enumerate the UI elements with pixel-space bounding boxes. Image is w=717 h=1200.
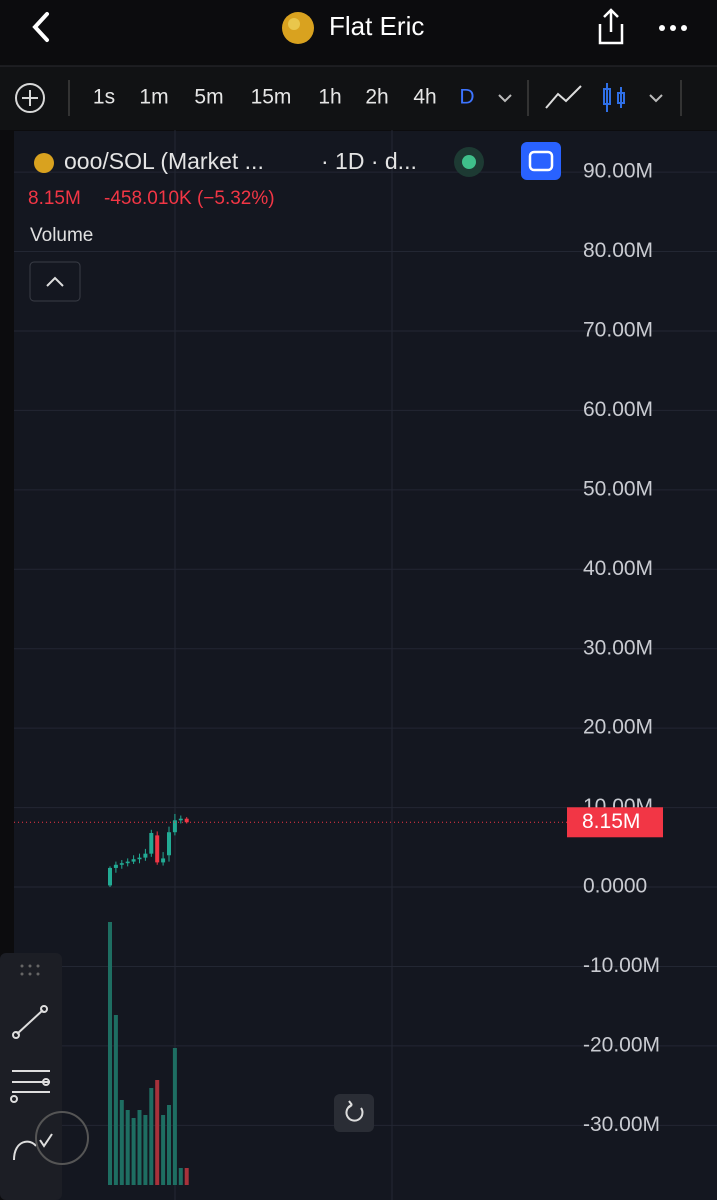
chart-pane <box>14 131 717 1200</box>
volume-bar <box>184 1168 189 1185</box>
legend-change: -458.010K (−5.32%) <box>104 188 275 209</box>
more-button[interactable] <box>659 25 687 31</box>
y-tick-label: -20.00M <box>583 1033 660 1056</box>
volume-bar <box>119 1100 124 1185</box>
candle-body <box>131 859 136 862</box>
y-tick-label: 90.00M <box>583 160 653 183</box>
brush-tool[interactable] <box>13 1133 53 1161</box>
fib-tool[interactable] <box>10 1070 50 1103</box>
candle-body <box>143 853 148 858</box>
timeframe-button[interactable]: 4h <box>413 86 436 109</box>
timeframe-button[interactable]: 2h <box>365 86 388 109</box>
back-button[interactable] <box>32 12 49 42</box>
volume-bar <box>143 1115 148 1185</box>
candle-body <box>184 818 189 823</box>
candle-body <box>108 867 112 886</box>
y-tick-label: 50.00M <box>583 477 653 500</box>
timeframe-button[interactable]: 1m <box>139 86 168 109</box>
collapse-button[interactable] <box>29 261 81 302</box>
timeframe-button[interactable]: 1h <box>318 86 341 109</box>
y-tick-label: -30.00M <box>583 1113 660 1136</box>
candle-body <box>149 833 154 854</box>
symbol-name[interactable]: ooo/SOL (Market ... <box>64 148 264 174</box>
timeframe-button[interactable]: 1s <box>93 86 115 109</box>
volume-bar <box>137 1110 142 1185</box>
collapse-icon <box>46 276 64 287</box>
status-dot <box>462 155 476 169</box>
indicator-name: Volume <box>30 225 93 246</box>
y-tick-label: 80.00M <box>583 239 653 262</box>
drawing-toolbar <box>0 953 62 1200</box>
legend-price: 8.15M <box>28 188 81 209</box>
page-title: Flat Eric <box>329 11 424 41</box>
volume-bar <box>149 1088 154 1185</box>
trend-line-tool[interactable] <box>12 1005 48 1039</box>
symbol-interval: · 1D · d... <box>321 148 417 174</box>
logo-button[interactable] <box>35 1111 89 1165</box>
fullscreen-icon <box>528 150 554 172</box>
add-button[interactable] <box>15 83 45 113</box>
timeframe-button[interactable]: 5m <box>194 86 223 109</box>
timeframe-button[interactable]: D <box>459 86 474 109</box>
candle-body <box>125 861 130 864</box>
timeframe-button[interactable]: 15m <box>251 86 292 109</box>
toolbar-bg <box>0 66 717 130</box>
drag-handle <box>20 964 40 976</box>
avatar-detail <box>288 18 300 30</box>
volume-bar <box>178 1168 183 1185</box>
candle-body <box>167 832 171 856</box>
y-tick-label: -10.00M <box>583 954 660 977</box>
volume-bar <box>125 1110 130 1185</box>
chart-type-dropdown[interactable] <box>649 94 663 103</box>
line-chart-button[interactable] <box>545 85 582 109</box>
fullscreen-button[interactable] <box>521 142 561 180</box>
volume-bar <box>113 1015 118 1185</box>
candle-body <box>178 818 183 821</box>
volume-bar <box>108 922 112 1185</box>
share-button[interactable] <box>598 8 624 45</box>
header-bg <box>0 0 717 66</box>
candle-body <box>155 835 160 863</box>
volume-bar <box>131 1118 136 1185</box>
symbol-icon <box>34 153 54 173</box>
reset-icon <box>345 1100 364 1122</box>
y-tick-label: 0.0000 <box>583 875 647 898</box>
price-tag-label: 8.15M <box>582 810 640 833</box>
volume-bar <box>161 1115 166 1185</box>
y-tick-label: 40.00M <box>583 557 653 580</box>
price-tag <box>567 807 663 838</box>
y-tick-label: 30.00M <box>583 636 653 659</box>
y-tick-label: 20.00M <box>583 716 653 739</box>
candle-body <box>161 858 166 863</box>
volume-bar <box>172 1048 177 1185</box>
volume-bar <box>155 1080 160 1185</box>
reset-button[interactable] <box>334 1094 374 1132</box>
candle-body <box>172 820 177 833</box>
timeframe-dropdown[interactable] <box>498 94 512 103</box>
candle-body <box>137 857 142 860</box>
volume-bar <box>167 1105 171 1185</box>
candle-chart-button[interactable] <box>603 83 625 112</box>
candle-body <box>119 863 124 865</box>
y-tick-label: 70.00M <box>583 319 653 342</box>
candle-body <box>113 864 118 868</box>
y-tick-label: 60.00M <box>583 398 653 421</box>
